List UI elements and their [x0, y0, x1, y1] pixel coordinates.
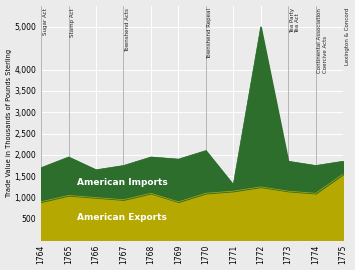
Text: Tea Party
Tea Act: Tea Party Tea Act — [290, 8, 300, 33]
Text: Townshend Acts: Townshend Acts — [125, 8, 130, 52]
Text: American Imports: American Imports — [77, 178, 168, 187]
Text: Sugar Act: Sugar Act — [43, 8, 48, 35]
Y-axis label: Trade Value in Thousands of Pounds Sterling: Trade Value in Thousands of Pounds Sterl… — [6, 49, 12, 197]
Text: Townshend Repeal: Townshend Repeal — [207, 8, 212, 59]
Text: American Exports: American Exports — [77, 213, 166, 222]
Text: Stamp Act: Stamp Act — [70, 8, 75, 36]
Text: Lexington & Concord: Lexington & Concord — [345, 8, 350, 65]
Text: Continental Association
Coercive Acts: Continental Association Coercive Acts — [317, 8, 328, 73]
